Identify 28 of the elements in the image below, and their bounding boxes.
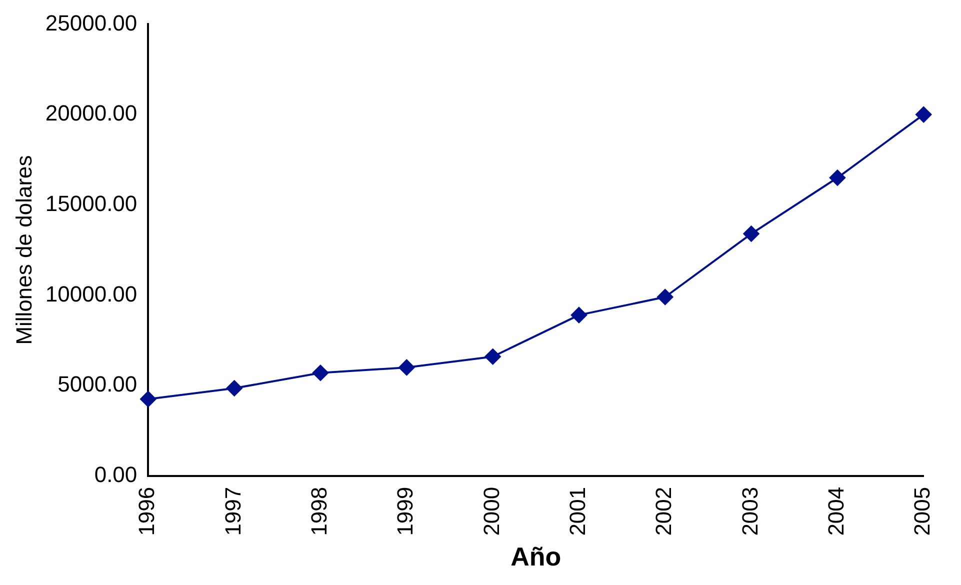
- x-tick-label: 1996: [134, 486, 160, 536]
- y-axis-title: Millones de dolares: [11, 155, 36, 345]
- x-tick-label: 1998: [306, 486, 332, 536]
- point: [226, 380, 242, 396]
- point: [312, 364, 328, 381]
- y-tick-label: 0.00: [94, 462, 138, 487]
- point: [829, 170, 846, 186]
- x-tick-label: 1997: [220, 486, 246, 536]
- y-tick-label: 15000.00: [45, 190, 138, 216]
- point: [398, 359, 415, 376]
- x-tick-label: 2005: [910, 486, 935, 536]
- y-tick-label: 10000.00: [45, 281, 138, 306]
- x-tick-label: 1999: [392, 486, 418, 536]
- x-tick-label: 2003: [737, 486, 762, 536]
- point: [743, 226, 760, 242]
- y-tick-label: 25000.00: [45, 10, 138, 36]
- y-tick-label: 20000.00: [45, 100, 138, 126]
- x-tick-label: 2002: [651, 486, 676, 536]
- y-tick-label: 5000.00: [58, 372, 138, 397]
- point: [657, 289, 674, 305]
- point: [916, 106, 932, 123]
- point: [484, 348, 501, 365]
- x-axis-title: Año: [510, 542, 562, 572]
- x-tick-label: 2004: [824, 486, 849, 536]
- point: [570, 307, 587, 324]
- x-tick-label: 2001: [565, 486, 590, 536]
- point: [140, 391, 156, 408]
- x-tick-label: 2000: [478, 486, 504, 536]
